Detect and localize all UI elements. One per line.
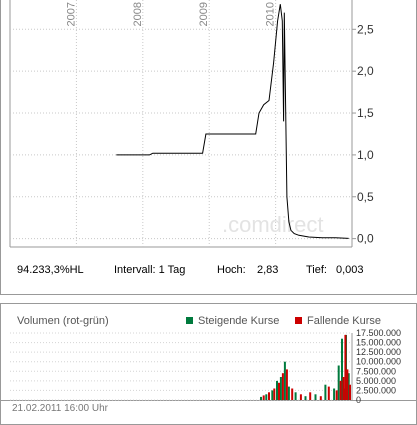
- price-panel-frame: [0, 0, 417, 295]
- volume-bar-rising: [276, 380, 278, 400]
- volume-tick-label: 7.500.000: [356, 366, 396, 376]
- volume-bar-rising: [260, 396, 262, 400]
- volume-tick-label: 17.500.000: [356, 328, 401, 338]
- x-tick-label: 2007: [65, 2, 77, 26]
- volume-bar-rising: [314, 394, 317, 400]
- volume-tick-label: 2.500.000: [356, 385, 396, 395]
- volume-bar-falling: [319, 396, 322, 400]
- legend-falling: Fallende Kurse: [295, 315, 381, 327]
- volume-bar-rising: [333, 388, 336, 400]
- volume-bar-rising: [271, 390, 274, 400]
- volume-bar-falling: [299, 394, 302, 400]
- volume-bar-rising: [279, 377, 282, 400]
- volume-bar-rising: [287, 386, 290, 400]
- volume-bar-rising: [347, 373, 350, 400]
- legend-falling-label: Fallende Kurse: [307, 315, 381, 327]
- watermark: .comdirect: [222, 212, 323, 237]
- volume-bar-falling: [273, 388, 276, 400]
- low-label: Tief:: [306, 264, 327, 276]
- volume-bar-falling: [335, 390, 338, 400]
- volume-bar-rising: [283, 361, 286, 400]
- high-label: Hoch:: [217, 264, 246, 276]
- legend-rising-label: Steigende Kurse: [198, 315, 280, 327]
- x-tick-label: 2010: [265, 2, 277, 26]
- volume-bar-falling: [344, 334, 347, 400]
- volume-tick-label: 5.000.000: [356, 376, 396, 386]
- volume-bar-rising: [341, 338, 343, 400]
- volume-bar-falling: [346, 369, 349, 400]
- volume-tick-label: 12.500.000: [356, 347, 401, 357]
- volume-bar-rising: [265, 394, 268, 400]
- legend-rising-swatch: [186, 317, 193, 324]
- y-tick-label: 1,5: [357, 106, 374, 120]
- volume-bar-rising: [324, 384, 327, 400]
- legend-rising: Steigende Kurse: [186, 315, 279, 327]
- high-value: 2,83: [257, 264, 279, 276]
- volume-tick-label: 10.000.000: [356, 357, 401, 367]
- y-tick-label: 2,0: [357, 64, 374, 78]
- y-tick-label: 2,5: [357, 22, 374, 36]
- volume-bar-falling: [309, 392, 312, 400]
- volume-bar-falling: [342, 377, 345, 400]
- legend-falling-swatch: [295, 317, 302, 324]
- volume-bar-falling: [349, 384, 351, 400]
- price-chart: 0,0 0,5 1,0 1,5 2,0 2,5 2007 2008 2009 2010 .comdi…: [0, 0, 417, 295]
- volume-bar-rising: [294, 392, 297, 400]
- y-tick-label: 1,0: [357, 148, 374, 162]
- interval-label: Intervall: 1 Tag: [114, 264, 186, 276]
- x-tick-label: 2008: [132, 2, 144, 26]
- volume-bar-rising: [337, 365, 340, 400]
- volume-tick-label: 15.000.000: [356, 338, 401, 348]
- price-line: [116, 4, 349, 239]
- volume-bar-falling: [262, 395, 265, 400]
- volume-bar-falling: [268, 392, 270, 400]
- volume-bar-falling: [278, 382, 280, 400]
- volume-title: Volumen (rot-grün): [17, 315, 109, 327]
- volume-bar-rising: [304, 396, 307, 400]
- price-chart-panel: 0,0 0,5 1,0 1,5 2,0 2,5 2007 2008 2009 2010 .comdi…: [0, 0, 417, 295]
- volume-chart-panel: 17.500.000 15.000.000 12.500.000 10.000.000…: [0, 303, 417, 425]
- volume-tick-label: 0: [356, 395, 361, 405]
- low-value: 0,003: [336, 264, 364, 276]
- y-tick-label: 0,5: [357, 190, 374, 204]
- volume-bar-falling: [327, 386, 330, 400]
- volume-bar-falling: [281, 373, 284, 400]
- volume-bar-falling: [285, 369, 288, 400]
- y-tick-label: 0,0: [357, 232, 374, 246]
- security-identifier: 94.233,3%HL: [17, 264, 84, 276]
- volume-bar-falling: [291, 388, 294, 400]
- x-tick-label: 2009: [198, 2, 210, 26]
- timestamp: 21.02.2011 16:00 Uhr: [12, 403, 109, 414]
- volume-bar-falling: [339, 380, 342, 400]
